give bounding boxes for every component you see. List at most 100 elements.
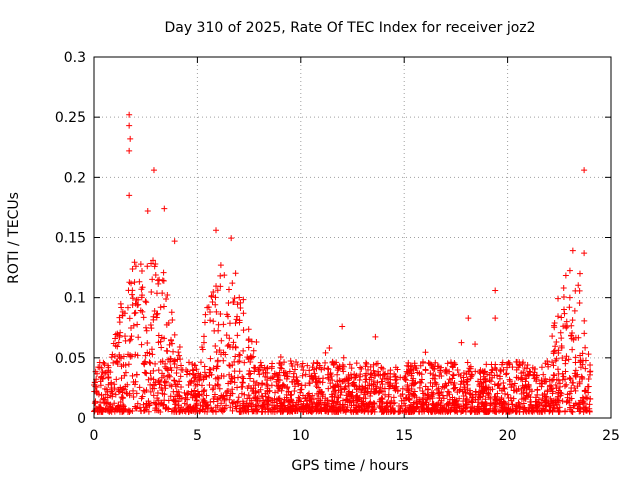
- data-point: [566, 294, 573, 301]
- data-point: [276, 385, 283, 392]
- data-point: [581, 250, 588, 257]
- grid: [94, 57, 611, 418]
- data-point: [133, 390, 140, 397]
- data-point: [347, 398, 354, 405]
- data-point: [367, 363, 374, 370]
- data-point: [143, 400, 150, 407]
- data-point: [329, 377, 336, 384]
- data-point: [263, 381, 270, 388]
- data-point: [239, 398, 246, 405]
- data-point: [551, 320, 558, 327]
- data-point: [286, 368, 293, 375]
- data-point: [150, 257, 157, 264]
- data-point: [503, 371, 510, 378]
- data-point: [216, 347, 223, 354]
- data-point: [226, 362, 233, 369]
- data-point: [577, 357, 584, 364]
- data-point: [357, 364, 364, 371]
- data-point: [511, 382, 518, 389]
- data-point: [123, 390, 130, 397]
- data-point: [383, 403, 390, 410]
- data-point: [378, 398, 385, 405]
- data-point: [530, 404, 537, 411]
- data-point: [533, 374, 540, 381]
- data-point: [173, 370, 180, 377]
- data-point: [456, 387, 463, 394]
- data-point: [367, 393, 374, 400]
- data-point: [477, 367, 484, 374]
- data-point: [342, 396, 349, 403]
- data-point: [277, 353, 284, 360]
- data-point: [97, 405, 104, 412]
- data-point: [127, 336, 134, 343]
- data-point: [162, 385, 169, 392]
- data-point: [405, 396, 412, 403]
- data-point: [227, 362, 234, 369]
- data-point: [555, 313, 562, 320]
- data-point: [303, 397, 310, 404]
- data-point: [472, 368, 479, 375]
- data-point: [476, 381, 483, 388]
- data-point: [586, 408, 593, 415]
- data-point: [416, 384, 423, 391]
- data-point: [160, 402, 167, 409]
- data-point: [384, 406, 391, 413]
- data-point: [329, 398, 336, 405]
- data-point: [248, 385, 255, 392]
- data-point: [140, 387, 147, 394]
- data-point: [585, 375, 592, 382]
- data-point: [133, 371, 140, 378]
- data-point: [367, 371, 374, 378]
- data-point: [542, 406, 549, 413]
- data-point: [412, 365, 419, 372]
- data-point: [145, 376, 152, 383]
- data-point: [121, 310, 128, 317]
- data-point: [421, 402, 428, 409]
- data-point: [268, 363, 275, 370]
- data-point: [132, 351, 139, 358]
- data-point: [566, 304, 573, 311]
- data-point: [549, 359, 556, 366]
- data-point: [240, 327, 247, 334]
- data-point: [435, 408, 442, 415]
- data-point: [296, 395, 303, 402]
- data-point: [147, 388, 154, 395]
- data-point: [211, 391, 218, 398]
- data-point: [127, 353, 134, 360]
- data-point: [106, 408, 113, 415]
- data-point: [161, 205, 168, 212]
- data-point: [330, 408, 337, 415]
- data-point: [252, 387, 259, 394]
- data-point: [136, 404, 143, 411]
- data-point: [171, 377, 178, 384]
- data-point: [537, 408, 544, 415]
- data-point: [510, 395, 517, 402]
- data-point: [492, 361, 499, 368]
- data-point: [294, 361, 301, 368]
- data-point: [229, 280, 236, 287]
- data-point: [558, 314, 565, 321]
- data-point: [110, 406, 117, 413]
- data-point: [487, 378, 494, 385]
- data-point: [200, 397, 207, 404]
- data-point: [211, 327, 218, 334]
- data-point: [429, 383, 436, 390]
- data-point: [118, 304, 125, 311]
- data-point: [581, 330, 588, 337]
- data-point: [585, 389, 592, 396]
- data-point: [446, 396, 453, 403]
- data-point: [304, 362, 311, 369]
- data-point: [201, 363, 208, 370]
- data-point: [348, 392, 355, 399]
- data-point: [212, 343, 219, 350]
- data-point: [112, 335, 119, 342]
- data-point: [293, 374, 300, 381]
- data-point: [500, 398, 507, 405]
- data-point: [111, 400, 118, 407]
- data-point: [171, 398, 178, 405]
- data-point: [377, 384, 384, 391]
- data-point: [434, 407, 441, 414]
- data-point: [399, 385, 406, 392]
- data-point: [236, 294, 243, 301]
- data-point: [571, 307, 578, 314]
